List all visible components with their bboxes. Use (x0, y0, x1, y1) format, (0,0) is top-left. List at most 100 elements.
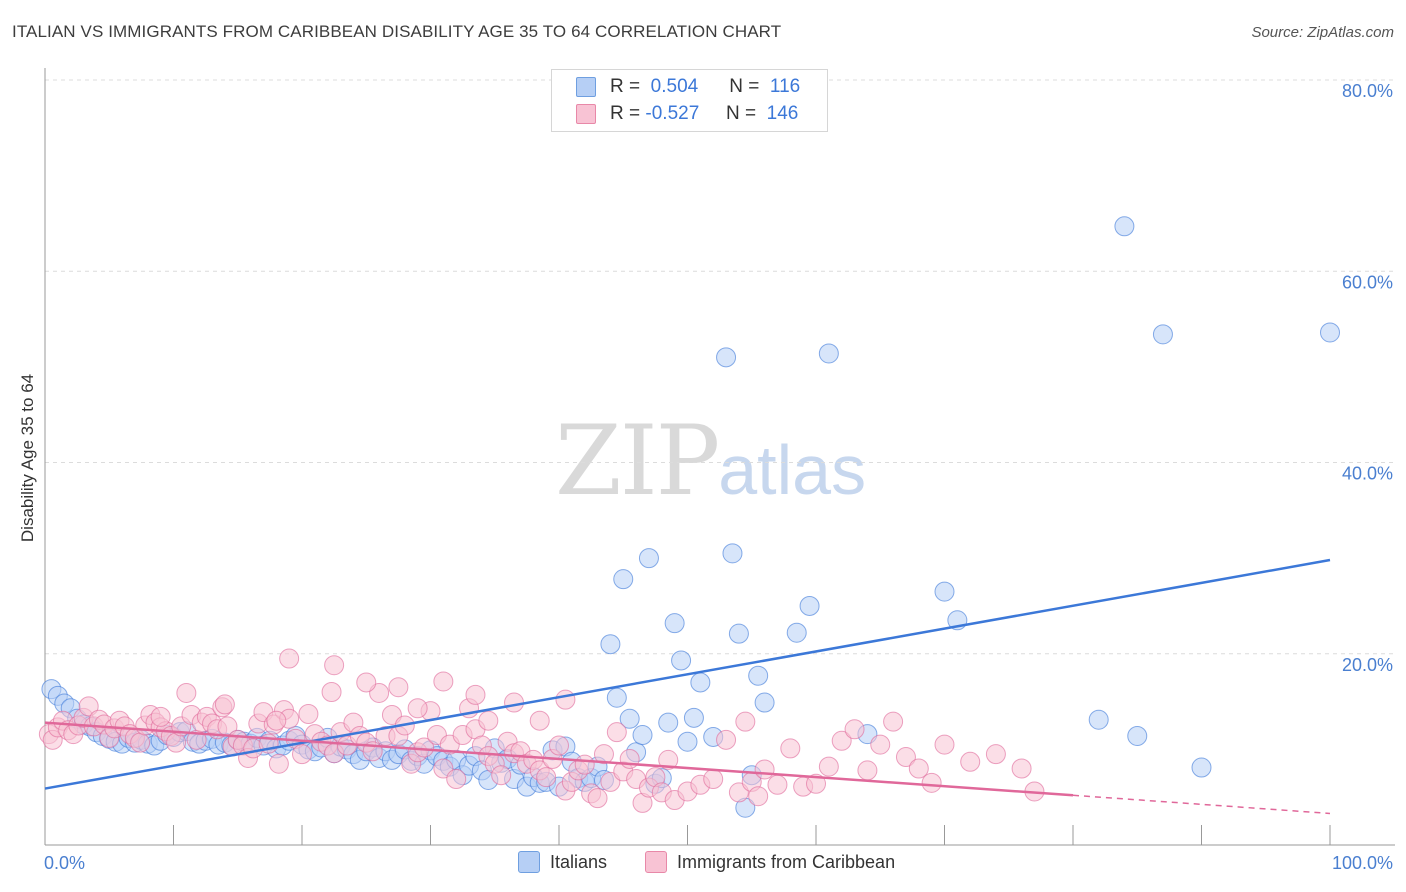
bottom-legend-label: Immigrants from Caribbean (677, 851, 896, 872)
caribbean-point (735, 711, 756, 732)
italians-point (1114, 216, 1135, 237)
caribbean-point (658, 749, 679, 770)
italians-point (1152, 324, 1173, 345)
caribbean-point (960, 751, 981, 772)
caribbean-point (356, 672, 377, 693)
bottom-legend: Italians Immigrants from Caribbean (0, 851, 1406, 877)
italians-point (754, 692, 775, 713)
legend: R = 0.504 N = 116 R = -0.527 N = 146 (551, 69, 828, 132)
caribbean-point (214, 694, 235, 715)
italians-point (658, 712, 679, 733)
caribbean-point (407, 698, 428, 719)
caribbean-point (806, 773, 826, 794)
bottom-legend-swatch-italians (518, 851, 540, 873)
x-tick-label: 100.0% (1332, 853, 1393, 873)
italians-point (664, 613, 685, 634)
legend-n-label: N = (729, 76, 760, 97)
caribbean-point (593, 744, 614, 765)
caribbean-point (321, 682, 342, 702)
italians-point (619, 708, 640, 729)
italians-point (728, 623, 749, 644)
caribbean-point (831, 730, 852, 751)
legend-r-value: 0.504 (650, 76, 699, 97)
bottom-legend-label: Italians (550, 851, 608, 872)
italians-point (600, 634, 621, 655)
italians-point (818, 343, 839, 364)
caribbean-point (1011, 758, 1032, 779)
legend-n-value: 146 (766, 103, 799, 124)
caribbean-point (478, 710, 499, 731)
legend-r-value: -0.527 (645, 103, 700, 124)
legend-r-label: R = (610, 103, 641, 124)
caribbean-point (465, 684, 486, 705)
italians-point (722, 543, 743, 564)
y-axis-label: Disability Age 35 to 64 (18, 374, 37, 542)
italians-point (934, 581, 955, 602)
bottom-legend-swatch-caribbean (645, 851, 667, 873)
caribbean-point (130, 732, 151, 753)
legend-row-italians: R = 0.504 N = 116 (576, 74, 800, 100)
italians-trend-line (44, 558, 1331, 790)
bottom-legend-italians: Italians (518, 851, 607, 873)
caribbean-point (870, 734, 891, 755)
italians-point (606, 687, 627, 708)
caribbean-trend-extension (1072, 794, 1331, 815)
caribbean-point (446, 769, 467, 790)
italians-point (786, 622, 807, 643)
italians-point (1191, 757, 1212, 778)
caribbean-point (268, 753, 289, 774)
caribbean-point (388, 677, 409, 698)
caribbean-point (606, 722, 627, 743)
italians-point (748, 665, 769, 686)
italians-point (638, 548, 659, 569)
caribbean-point (921, 772, 942, 793)
source-label: Source: ZipAtlas.com (1251, 24, 1394, 41)
y-tick-label: 80.0% (1342, 81, 1393, 101)
caribbean-point (985, 744, 1006, 765)
caribbean-point (857, 760, 878, 781)
watermark: ZIPatlas (555, 405, 866, 517)
caribbean-point (491, 765, 512, 786)
italians-point (671, 650, 692, 671)
caribbean-point (279, 648, 300, 669)
grid-lines (45, 79, 1395, 655)
caribbean-point (266, 710, 287, 731)
data-points (38, 216, 1340, 818)
caribbean-point (555, 689, 576, 710)
x-tick-label: 0.0% (44, 853, 85, 873)
caribbean-point (324, 655, 345, 676)
italians-point (690, 672, 711, 693)
caribbean-point (414, 737, 435, 758)
caribbean-point (176, 682, 197, 703)
caribbean-point (818, 756, 839, 777)
axes (44, 68, 1395, 846)
caribbean-point (536, 767, 557, 788)
caribbean-point (529, 710, 550, 731)
legend-swatch-italians (576, 77, 596, 97)
y-tick-label: 20.0% (1342, 655, 1393, 675)
caribbean-point (549, 735, 569, 756)
y-tick-label: 40.0% (1342, 464, 1393, 484)
italians-point (677, 731, 698, 752)
italians-point (1320, 322, 1340, 343)
caribbean-point (433, 671, 454, 692)
watermark-zip: ZIP (555, 405, 720, 517)
italians-point (1127, 725, 1148, 746)
legend-row-caribbean: R = -0.527 N = 146 (576, 101, 798, 127)
caribbean-point (150, 706, 171, 727)
bottom-legend-caribbean: Immigrants from Caribbean (645, 851, 895, 873)
caribbean-point (574, 754, 595, 775)
italians-point (632, 725, 653, 746)
tick-labels: 20.0% 40.0% 60.0% 80.0% 0.0% 100.0% (44, 81, 1393, 873)
italians-point (683, 707, 704, 728)
caribbean-point (298, 703, 319, 724)
chart-title: ITALIAN VS IMMIGRANTS FROM CARIBBEAN DIS… (12, 22, 782, 41)
legend-n-label: N = (725, 103, 757, 124)
caribbean-trend-line (44, 721, 1074, 797)
caribbean-point (716, 729, 737, 750)
legend-swatch-caribbean (576, 104, 596, 124)
caribbean-point (767, 774, 788, 795)
caribbean-point (895, 747, 916, 768)
legend-r-label: R = (610, 76, 641, 97)
